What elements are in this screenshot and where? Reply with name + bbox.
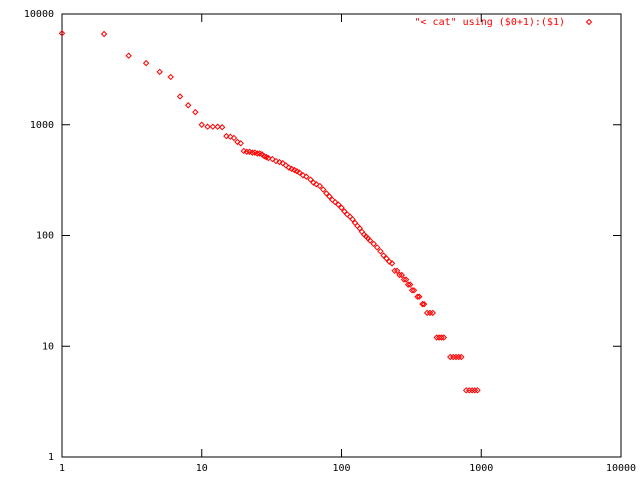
data-point [402, 276, 410, 283]
data-point [349, 216, 356, 223]
x-tick-label: 1 [59, 463, 65, 474]
data-point [214, 123, 221, 130]
data-point [237, 140, 244, 147]
data-point [416, 293, 423, 300]
data-point [249, 149, 256, 156]
x-tick-label: 1000 [469, 463, 493, 474]
data-point [192, 108, 199, 116]
data-point [400, 276, 408, 283]
data-point [167, 73, 174, 81]
data-point [176, 93, 184, 100]
data-point [455, 353, 462, 361]
data-point [269, 155, 276, 163]
data-point [398, 271, 405, 279]
data-point [184, 102, 192, 109]
data-point [279, 159, 286, 167]
data-point [383, 255, 390, 262]
data-point [474, 387, 481, 394]
data-point [209, 123, 217, 130]
data-point [373, 244, 381, 251]
data-point [142, 59, 150, 67]
data-point [408, 287, 416, 294]
y-tick-label: 100 [36, 231, 54, 242]
data-point [331, 198, 339, 206]
data-point [265, 154, 272, 162]
data-point [198, 121, 205, 128]
data-point [435, 334, 443, 341]
data-point [386, 258, 393, 265]
data-point [391, 267, 398, 275]
data-point [341, 208, 348, 215]
data-point [393, 267, 401, 275]
data-point [310, 179, 317, 186]
y-tick-label: 1 [48, 452, 54, 463]
data-point [323, 190, 330, 197]
data-point [420, 300, 428, 308]
data-point [156, 68, 163, 76]
data-point [100, 30, 108, 38]
y-tick-label: 1000 [30, 120, 54, 131]
legend-label: "< cat" using ($0+1):($1) [414, 17, 565, 28]
data-point [254, 150, 261, 157]
data-point [429, 309, 436, 317]
data-point [227, 133, 234, 140]
data-point [204, 123, 211, 130]
data-point [414, 293, 421, 300]
legend-marker [585, 18, 593, 26]
data-point [218, 124, 226, 131]
data-point [404, 281, 412, 288]
data-point [406, 281, 414, 288]
data-point [58, 30, 66, 37]
data-point [388, 260, 396, 267]
data-point [380, 252, 387, 259]
data-point [377, 248, 384, 255]
data-point [440, 334, 448, 341]
data-point [313, 181, 320, 188]
data-point [335, 201, 342, 208]
data-point [272, 157, 280, 165]
x-tick-label: 10000 [606, 463, 636, 474]
data-point [396, 271, 403, 279]
y-tick-label: 10 [42, 341, 54, 352]
data-point [326, 193, 333, 200]
data-point [338, 204, 345, 211]
data-point [438, 334, 445, 341]
data-point [223, 132, 230, 140]
data-point [125, 52, 132, 59]
y-tick-label: 10000 [24, 9, 54, 20]
data-point [296, 169, 303, 176]
x-tick-label: 100 [332, 463, 350, 474]
data-point [410, 287, 418, 294]
data-point [320, 186, 327, 193]
data-point [370, 240, 377, 248]
data-point [230, 134, 238, 142]
data-point [276, 158, 283, 166]
data-point [433, 334, 440, 341]
data-point [234, 138, 241, 146]
plot-frame [61, 13, 622, 458]
data-point [299, 172, 307, 179]
data-point [316, 182, 324, 190]
x-tick-label: 10 [196, 463, 208, 474]
data-point [303, 173, 310, 180]
data-point [366, 237, 374, 244]
data-point [419, 300, 426, 308]
data-point [458, 353, 465, 361]
data-point [307, 176, 314, 183]
